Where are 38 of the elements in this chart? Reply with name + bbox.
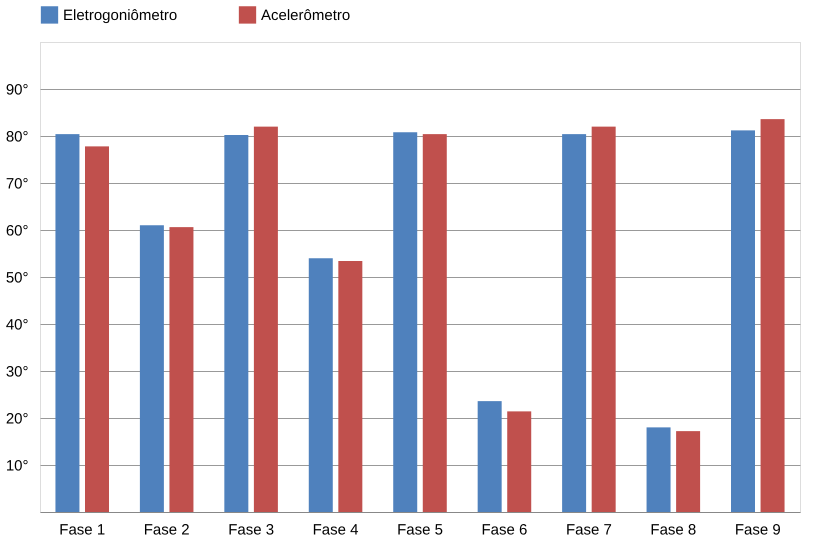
legend-label: Acelerômetro [261,6,350,24]
legend-label: Eletrogoniômetro [63,6,178,24]
x-tick-label: Fase 9 [734,522,781,538]
bar [224,135,248,512]
bar [393,132,418,512]
x-tick-label: Fase 8 [650,522,696,538]
bar [646,427,671,512]
bar [254,126,278,512]
y-tick-label: 70° [6,176,28,192]
y-tick-label: 90° [6,82,28,98]
y-tick-label: 40° [6,316,28,334]
x-tick-label: Fase 7 [566,522,612,538]
x-tick-label: Fase 4 [312,522,358,538]
bar [140,225,164,512]
bar [338,261,362,512]
bar [308,258,333,512]
bar [592,126,616,512]
bar [507,411,532,512]
bar [478,401,502,512]
y-tick-label: 60° [6,222,28,240]
y-tick-label: 30° [6,364,28,380]
x-tick-label: Fase 5 [397,522,443,538]
bar [676,431,700,512]
bar [731,130,755,512]
y-tick-label: 80° [6,128,28,146]
bar [55,134,80,512]
x-tick-label: Fase 2 [144,522,190,538]
bar [760,119,785,512]
bar [422,134,447,512]
bar [169,227,194,512]
y-tick-label: 50° [6,270,28,286]
x-tick-label: Fase 6 [482,522,528,538]
x-tick-label: Fase 1 [59,522,106,538]
x-tick-label: Fase 3 [228,522,274,538]
bar [85,146,109,512]
y-tick-label: 20° [6,410,28,428]
y-tick-label: 10° [6,458,28,474]
bar [562,134,586,512]
